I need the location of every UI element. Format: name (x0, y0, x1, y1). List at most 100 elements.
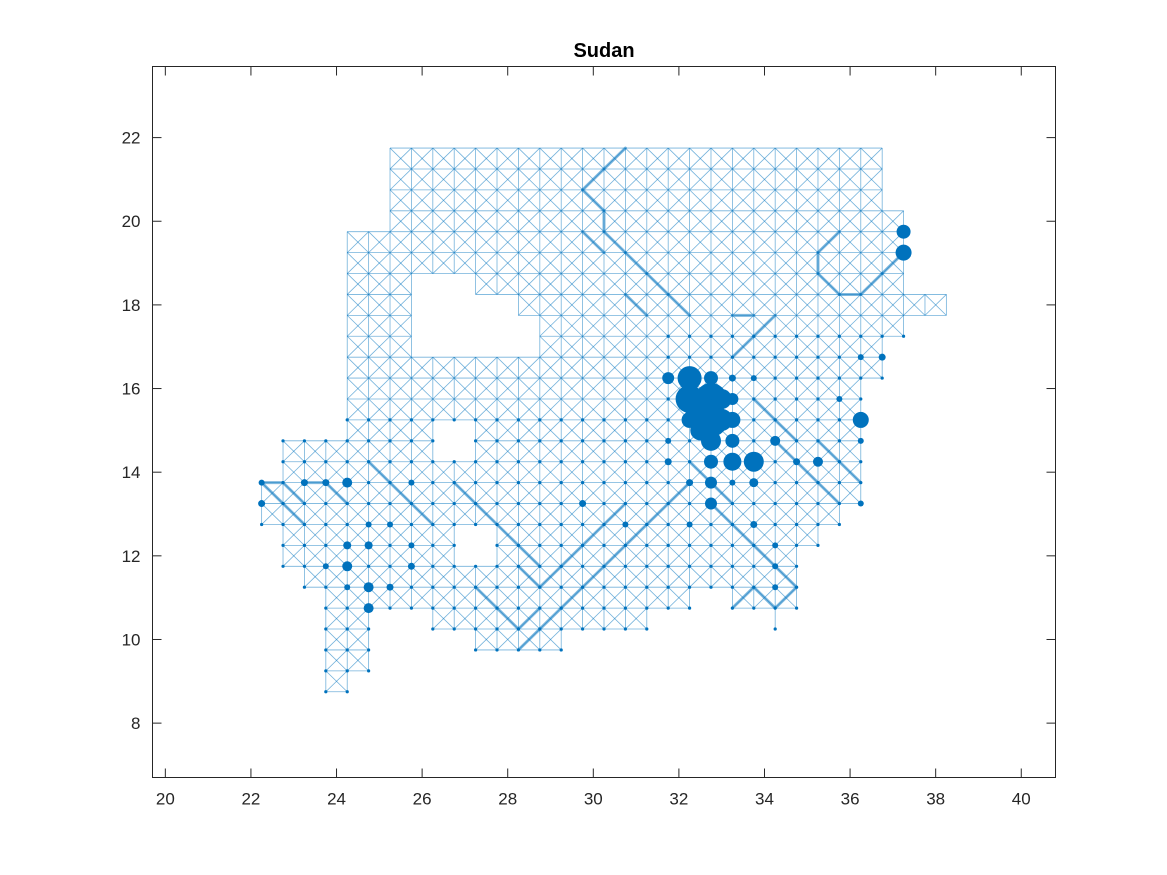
network-node (859, 460, 863, 464)
network-node (645, 439, 649, 443)
network-node (687, 585, 692, 589)
network-edge (689, 252, 712, 274)
network-node (431, 439, 435, 443)
network-edge (732, 482, 755, 504)
network-edge (560, 461, 583, 483)
network-edge (817, 419, 840, 442)
network-edge (496, 545, 519, 567)
network-edge (518, 440, 541, 463)
network-edge (346, 273, 369, 295)
network-edge (539, 210, 562, 232)
network-edge (304, 524, 327, 546)
network-edge (282, 461, 305, 483)
network-edge (689, 545, 712, 567)
strong-edge (260, 481, 285, 506)
weighted-node (364, 541, 373, 550)
network-node (559, 543, 563, 547)
network-edge (603, 294, 626, 316)
network-edge (603, 315, 626, 337)
network-node (516, 418, 521, 422)
network-node (538, 627, 542, 631)
network-node (345, 627, 349, 631)
network-edge (432, 231, 455, 253)
network-node (581, 543, 585, 547)
network-edge (325, 524, 348, 546)
network-node (538, 543, 542, 547)
network-node (581, 460, 585, 464)
weighted-node (342, 477, 353, 488)
network-edge (603, 440, 626, 463)
network-edge (603, 168, 626, 191)
network-edge (839, 398, 862, 421)
network-node (281, 439, 285, 443)
network-edge (689, 566, 712, 588)
network-edge (753, 419, 776, 442)
network-edge (796, 482, 819, 504)
network-edge (411, 461, 434, 483)
strong-edge (559, 543, 585, 568)
network-edge (667, 586, 690, 609)
network-node (816, 522, 820, 527)
network-node (602, 543, 606, 547)
network-edge (453, 566, 476, 588)
network-edge (732, 315, 755, 337)
network-edge (603, 210, 626, 232)
network-edge (304, 440, 327, 463)
network-edge (625, 356, 648, 379)
network-node (666, 543, 670, 547)
weighted-node (344, 584, 351, 591)
network-node (452, 585, 456, 589)
network-edge (496, 566, 519, 588)
network-node (730, 355, 734, 359)
weighted-node (703, 371, 718, 386)
network-edge (582, 294, 605, 316)
network-edge (646, 586, 669, 609)
strong-edge (324, 481, 349, 506)
network-node (260, 522, 264, 527)
network-node (474, 460, 478, 464)
network-node (859, 376, 863, 380)
network-edge (496, 252, 519, 274)
network-node (324, 669, 328, 673)
network-edge (475, 628, 498, 651)
network-node (474, 648, 478, 652)
network-edge (603, 252, 626, 274)
network-node (645, 606, 649, 610)
network-edge (389, 419, 412, 442)
network-edge (646, 545, 669, 567)
network-edge (646, 440, 669, 463)
network-node (837, 501, 841, 506)
network-edge (625, 398, 648, 421)
network-node (581, 564, 585, 568)
weighted-node (322, 563, 329, 570)
network-node (495, 648, 499, 652)
network-node (901, 334, 906, 338)
network-node (773, 481, 777, 485)
network-edge (389, 398, 412, 421)
network-node (388, 564, 392, 568)
strong-edge (602, 230, 627, 255)
network-node (645, 627, 649, 631)
network-node (709, 522, 713, 527)
network-edge (710, 252, 733, 274)
network-edge (817, 252, 840, 274)
network-edge (453, 461, 476, 483)
strong-edges (260, 146, 906, 652)
network-edge (539, 168, 562, 191)
network-edge (710, 168, 733, 191)
network-edge (603, 419, 626, 442)
strong-edge (623, 292, 649, 317)
network-edge (753, 524, 776, 546)
network-edge (774, 168, 797, 191)
network-edge (453, 607, 476, 630)
network-node (794, 376, 799, 380)
network-edge (667, 335, 690, 358)
network-node (859, 481, 863, 485)
network-node (602, 627, 606, 631)
network-edge (796, 189, 819, 212)
network-node (516, 543, 521, 547)
network-edge (368, 335, 391, 358)
network-edge (774, 503, 797, 525)
network-edge (539, 356, 562, 379)
network-edge (560, 566, 583, 588)
